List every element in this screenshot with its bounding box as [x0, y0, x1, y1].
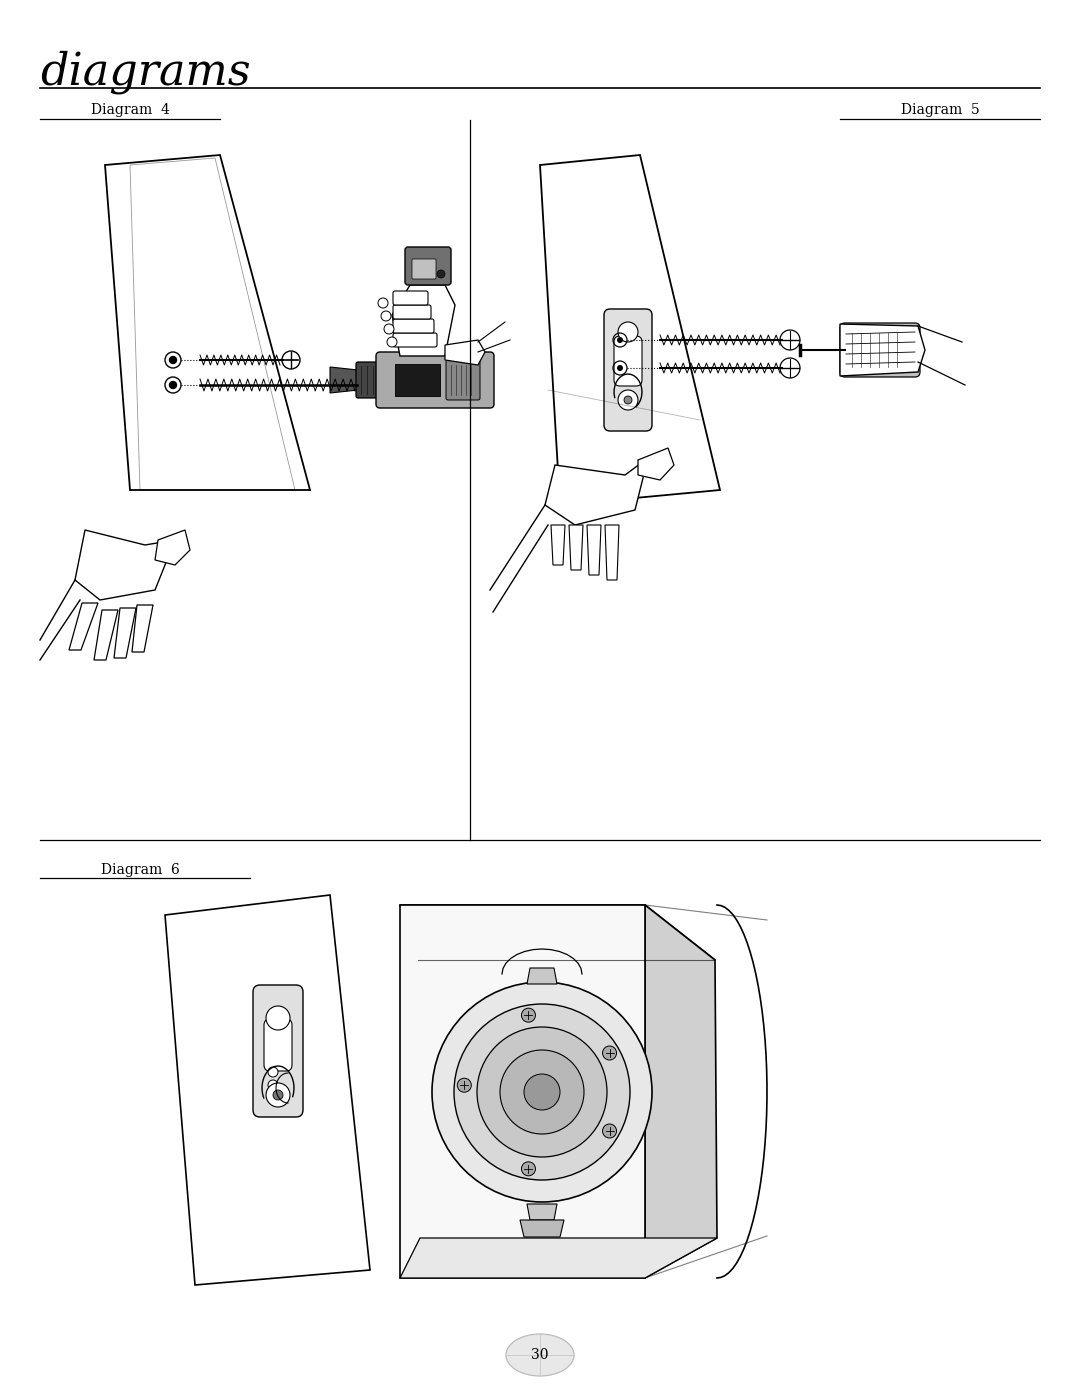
Circle shape	[268, 1080, 278, 1090]
FancyBboxPatch shape	[395, 365, 440, 395]
Circle shape	[477, 1027, 607, 1157]
Circle shape	[266, 1006, 291, 1030]
Circle shape	[617, 365, 623, 372]
FancyBboxPatch shape	[446, 360, 480, 400]
Polygon shape	[400, 1238, 717, 1278]
Circle shape	[282, 351, 300, 369]
Circle shape	[522, 1162, 536, 1176]
FancyBboxPatch shape	[393, 332, 437, 346]
Circle shape	[500, 1051, 584, 1134]
Text: Diagram  4: Diagram 4	[91, 103, 170, 117]
Polygon shape	[445, 339, 485, 365]
Circle shape	[618, 321, 638, 342]
Text: diagrams: diagrams	[40, 50, 251, 94]
Polygon shape	[638, 448, 674, 481]
Text: Diagram  5: Diagram 5	[901, 103, 980, 117]
Polygon shape	[551, 525, 565, 564]
Circle shape	[384, 324, 394, 334]
Circle shape	[432, 982, 652, 1201]
Polygon shape	[132, 605, 153, 652]
Polygon shape	[114, 608, 136, 658]
Polygon shape	[545, 458, 648, 525]
Polygon shape	[605, 525, 619, 580]
Polygon shape	[588, 525, 600, 576]
Circle shape	[522, 1009, 536, 1023]
FancyBboxPatch shape	[393, 319, 434, 332]
Circle shape	[378, 298, 388, 307]
Polygon shape	[645, 905, 717, 1278]
Polygon shape	[69, 604, 98, 650]
Circle shape	[387, 337, 397, 346]
Polygon shape	[569, 525, 583, 570]
FancyBboxPatch shape	[356, 362, 382, 398]
Polygon shape	[94, 610, 118, 659]
Circle shape	[170, 381, 176, 388]
FancyBboxPatch shape	[376, 352, 494, 408]
Circle shape	[273, 1090, 283, 1099]
FancyBboxPatch shape	[405, 247, 451, 285]
Polygon shape	[527, 968, 557, 983]
Circle shape	[780, 330, 800, 351]
Circle shape	[617, 337, 623, 344]
FancyBboxPatch shape	[393, 305, 431, 319]
FancyBboxPatch shape	[264, 1018, 292, 1071]
FancyBboxPatch shape	[615, 337, 642, 386]
Circle shape	[618, 390, 638, 409]
Polygon shape	[392, 285, 455, 356]
Circle shape	[603, 1046, 617, 1060]
Circle shape	[170, 356, 176, 363]
Polygon shape	[527, 1204, 557, 1220]
Circle shape	[524, 1074, 561, 1111]
Circle shape	[381, 312, 391, 321]
Circle shape	[437, 270, 445, 278]
Circle shape	[603, 1125, 617, 1139]
Text: Diagram  6: Diagram 6	[100, 863, 179, 877]
Polygon shape	[519, 1220, 564, 1236]
Text: 30: 30	[531, 1348, 549, 1362]
Polygon shape	[156, 529, 190, 564]
FancyBboxPatch shape	[253, 985, 303, 1118]
FancyBboxPatch shape	[604, 309, 652, 432]
Circle shape	[457, 1078, 471, 1092]
FancyBboxPatch shape	[393, 291, 428, 305]
Polygon shape	[840, 324, 924, 376]
Circle shape	[454, 1004, 630, 1180]
Polygon shape	[400, 905, 645, 1278]
Circle shape	[624, 395, 632, 404]
Circle shape	[780, 358, 800, 379]
Circle shape	[268, 1067, 278, 1077]
Polygon shape	[400, 905, 715, 960]
Ellipse shape	[507, 1334, 573, 1376]
Polygon shape	[75, 529, 175, 599]
FancyBboxPatch shape	[840, 323, 920, 377]
FancyBboxPatch shape	[411, 258, 436, 279]
Circle shape	[266, 1083, 291, 1106]
Polygon shape	[330, 367, 357, 393]
